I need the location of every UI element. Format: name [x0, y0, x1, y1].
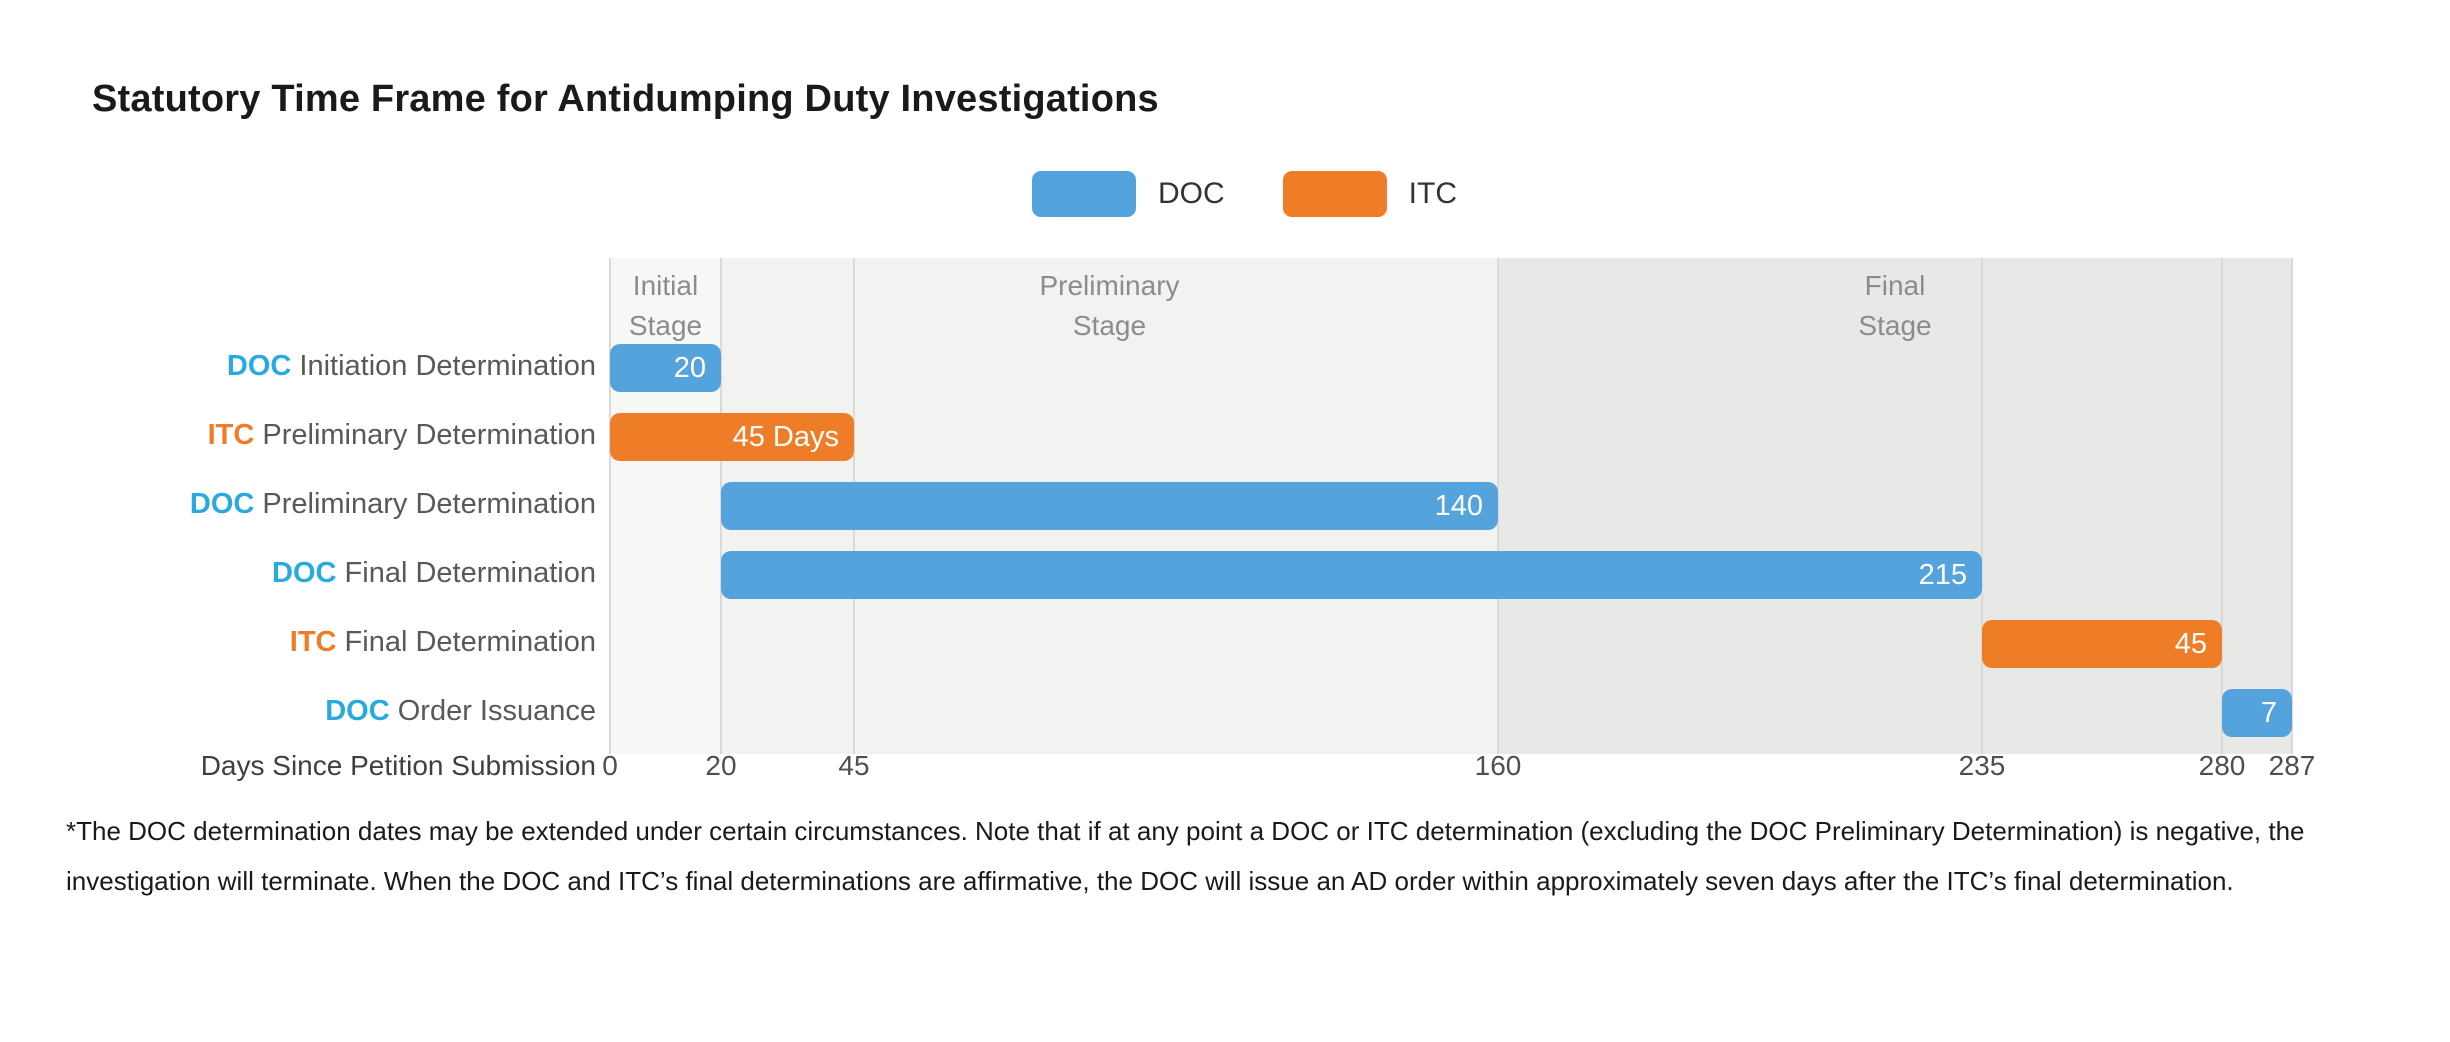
- legend-itc-swatch: [1282, 171, 1387, 217]
- row-label: ITC Final Determination: [0, 626, 596, 659]
- stage-band: [610, 258, 721, 754]
- x-tick-label: 160: [1474, 750, 1522, 781]
- x-tick-label: 0: [602, 750, 618, 781]
- x-axis-title: Days Since Petition Submission: [200, 750, 596, 781]
- x-tick-label: 20: [705, 750, 737, 781]
- task-bar: 140: [721, 482, 1498, 530]
- task-bar: 20: [610, 344, 721, 392]
- x-tick-label: 287: [2268, 750, 2316, 781]
- row-label-text: Order Issuance: [389, 695, 596, 727]
- x-tick-label: 280: [2198, 750, 2246, 781]
- row-label: DOC Preliminary Determination: [0, 488, 596, 521]
- stage-label: Preliminary Stage: [1039, 270, 1180, 341]
- bar-value-label: 140: [1434, 489, 1483, 522]
- task-bar: 45: [1982, 620, 2222, 668]
- legend-label: DOC: [1158, 177, 1225, 210]
- row-label-text: Preliminary Determination: [254, 419, 596, 451]
- row-label-text: Preliminary Determination: [254, 488, 596, 520]
- bar-value-label: 45 Days: [732, 420, 839, 453]
- agency-tag: ITC: [289, 626, 337, 658]
- gridline: [2221, 258, 2223, 754]
- task-bar: 45 Days: [610, 413, 854, 461]
- agency-tag: ITC: [207, 419, 255, 451]
- task-bar: 215: [721, 551, 1982, 599]
- gridline: [2291, 258, 2293, 754]
- row-label: DOC Final Determination: [0, 557, 596, 590]
- row-label: ITC Preliminary Determination: [0, 419, 596, 452]
- bar-value-label: 45: [2174, 627, 2207, 660]
- agency-tag: DOC: [226, 350, 292, 382]
- row-label: DOC Initiation Determination: [0, 350, 596, 383]
- row-label-text: Final Determination: [336, 626, 596, 658]
- legend-label: ITC: [1408, 177, 1457, 210]
- task-bar: 7: [2222, 689, 2292, 737]
- stage-band: [1498, 258, 2292, 754]
- x-tick-label: 235: [1958, 750, 2006, 781]
- agency-tag: DOC: [272, 557, 337, 589]
- stage-label: Initial Stage: [628, 270, 703, 341]
- stage-label: Final Stage: [1858, 270, 1932, 341]
- bar-value-label: 7: [2260, 696, 2277, 729]
- legend: DOC ITC: [1032, 171, 1493, 217]
- gridline: [609, 258, 611, 754]
- chart-title: Statutory Time Frame for Antidumping Dut…: [92, 78, 1159, 120]
- agency-tag: DOC: [189, 488, 255, 520]
- x-tick-label: 45: [838, 750, 870, 781]
- footnote: *The DOC determination dates may be exte…: [66, 816, 2305, 896]
- gridline: [1497, 258, 1499, 754]
- row-label-text: Initiation Determination: [291, 350, 596, 382]
- bar-value-label: 215: [1918, 558, 1967, 591]
- row-label-text: Final Determination: [336, 557, 596, 589]
- gridline: [1981, 258, 1983, 754]
- agency-tag: DOC: [325, 695, 390, 727]
- legend-doc-swatch: [1032, 171, 1136, 217]
- row-label: DOC Order Issuance: [0, 695, 596, 728]
- bar-value-label: 20: [673, 351, 706, 384]
